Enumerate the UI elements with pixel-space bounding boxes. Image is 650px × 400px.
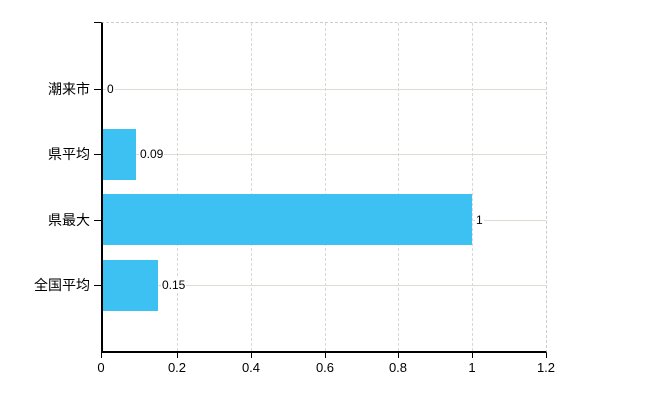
y-axis-tick: [94, 22, 101, 23]
bar-value-label: 0.09: [139, 146, 165, 162]
y-gridline: [103, 285, 546, 286]
y-axis-label: 県平均: [48, 146, 90, 162]
y-axis-label: 潮来市: [48, 81, 90, 97]
y-axis-tick: [94, 154, 101, 155]
x-axis-tick: [325, 353, 326, 358]
x-axis-tick: [546, 353, 547, 358]
x-gridline: [398, 23, 399, 351]
x-gridline: [325, 23, 326, 351]
bar: [103, 260, 158, 311]
x-axis-tick: [472, 353, 473, 358]
bar: [103, 129, 136, 180]
y-axis-tick: [94, 89, 101, 90]
y-axis-tick: [94, 285, 101, 286]
bar-value-label: 0.15: [161, 277, 187, 293]
x-axis-tick: [251, 353, 252, 358]
x-axis-label: 0.8: [388, 360, 408, 375]
x-axis-tick: [177, 353, 178, 358]
bar-value-label: 1: [475, 212, 484, 228]
bar: [103, 194, 472, 245]
x-axis-label: 0.4: [241, 360, 261, 375]
x-gridline: [177, 23, 178, 351]
x-axis-tick: [101, 353, 102, 358]
x-axis-label: 1: [468, 360, 476, 375]
x-axis-tick: [398, 353, 399, 358]
y-gridline: [103, 154, 546, 155]
x-axis-label: 0: [97, 360, 105, 375]
plot-area: 0 0.09 1 0.15: [101, 22, 547, 353]
y-axis-label: 県最大: [48, 212, 90, 228]
y-gridline: [103, 89, 546, 90]
x-gridline: [251, 23, 252, 351]
bar-value-label: 0: [106, 81, 115, 97]
x-axis-label: 0.6: [315, 360, 335, 375]
y-axis-label: 全国平均: [34, 277, 90, 293]
x-gridline: [472, 23, 473, 351]
y-axis-tick: [94, 220, 101, 221]
x-axis-label: 0.2: [167, 360, 187, 375]
x-axis-label: 1.2: [536, 360, 556, 375]
